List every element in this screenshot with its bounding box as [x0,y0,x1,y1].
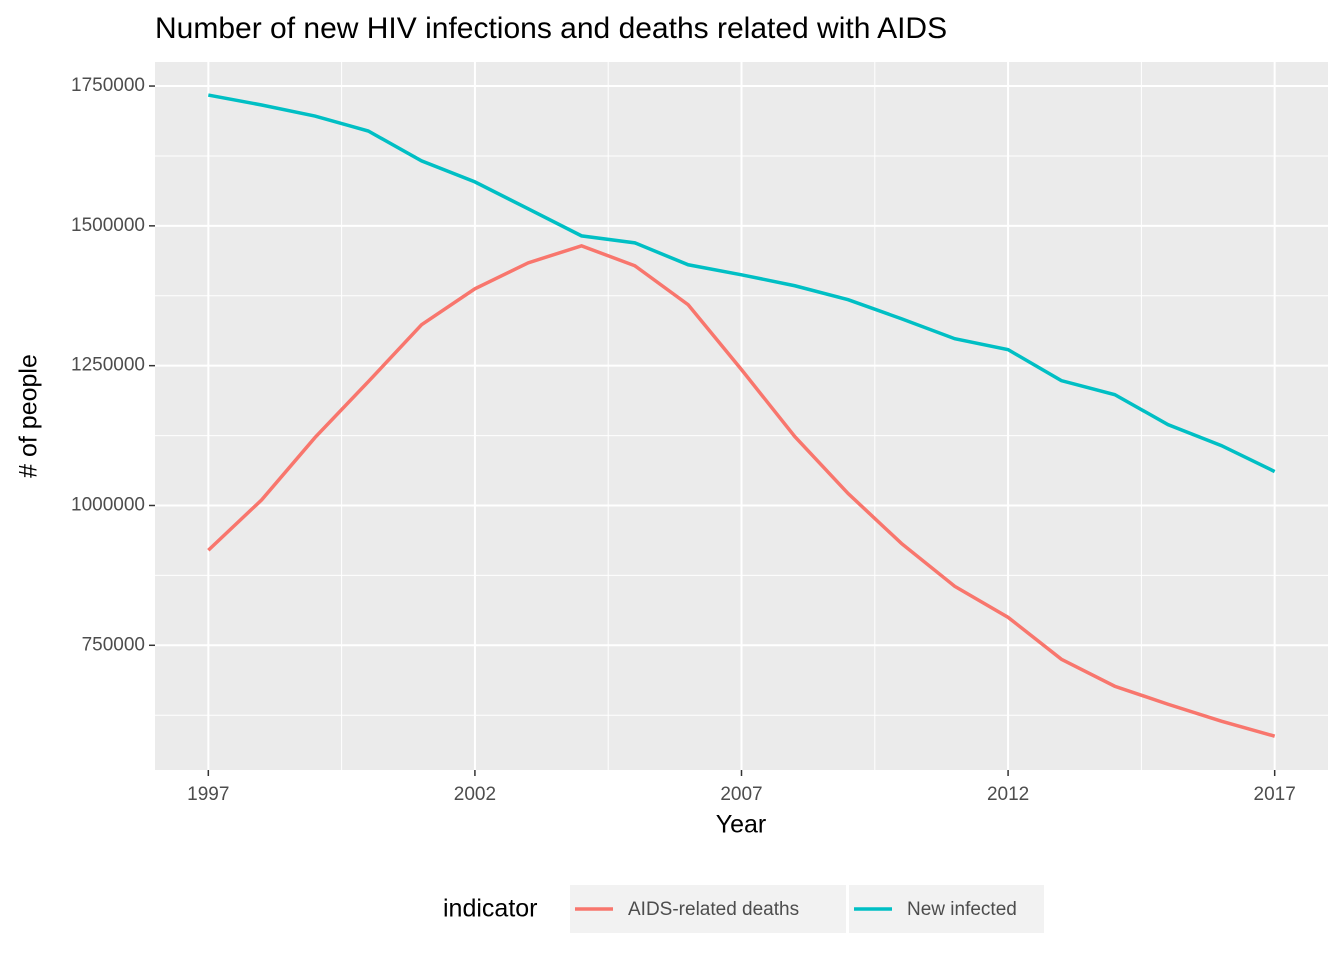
legend-key-bg [570,885,846,933]
line [207,93,1276,474]
line [207,243,1276,738]
x-tick-label: 2012 [987,784,1029,805]
x-tick-label: 2007 [720,784,762,805]
x-axis-label: Year [716,811,767,839]
legend-label: New infected [907,899,1017,920]
chart-title: Number of new HIV infections and deaths … [155,12,947,45]
legend-title: indicator [443,895,538,923]
y-axis-label: # of people [15,354,43,478]
y-tick-label: 1750000 [71,75,145,96]
legend-label: AIDS-related deaths [628,899,799,920]
y-tick-label: 1000000 [71,494,145,515]
x-tick-label: 1997 [187,784,229,805]
grid [155,62,1328,770]
x-tick-label: 2002 [454,784,496,805]
y-tick-label: 1250000 [71,355,145,376]
y-tick-label: 1500000 [71,215,145,236]
y-tick-label: 750000 [82,634,145,655]
x-tick-label: 2017 [1254,784,1296,805]
